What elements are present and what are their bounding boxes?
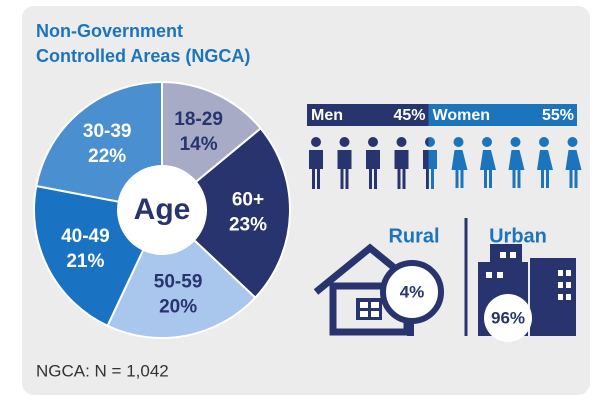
person-body: [508, 150, 525, 188]
person-head: [428, 137, 435, 147]
title: Controlled Areas (NGCA): [36, 46, 250, 66]
slice-category: 60+: [232, 190, 264, 211]
person-head: [567, 137, 578, 147]
person-head: [539, 137, 549, 147]
urban-circle: [484, 294, 532, 342]
gender-bar: [307, 104, 429, 126]
building-windows: [486, 252, 571, 300]
person-body: [337, 150, 352, 189]
person-body: [565, 150, 582, 188]
slice-category: 40-49: [61, 226, 110, 247]
person-icons: [309, 137, 429, 189]
person-body: [423, 150, 429, 189]
gender-value: 55%: [542, 107, 574, 124]
person-head: [453, 137, 464, 147]
slice-value: 20%: [159, 296, 197, 317]
slice-category: 30-39: [83, 121, 132, 142]
gender-value: 45%: [393, 107, 425, 124]
person-icons: [428, 137, 582, 189]
gender-name: Men: [311, 107, 343, 124]
footnote: NGCA: N = 1,042: [36, 361, 169, 380]
person-body: [480, 150, 496, 188]
pie-slice: [160, 127, 291, 300]
person-head: [482, 137, 492, 147]
window: [360, 311, 368, 317]
location-name: Urban: [489, 225, 547, 247]
person-head: [368, 137, 378, 147]
location-value: 96%: [491, 308, 525, 327]
pie-slice: [106, 208, 257, 339]
gender-name: Women: [433, 107, 490, 124]
slice-value: 22%: [88, 146, 126, 167]
person-head: [339, 137, 350, 147]
person-body: [428, 150, 437, 189]
person-head: [425, 137, 429, 147]
slice-category: 50-59: [154, 271, 203, 292]
person-body: [451, 150, 468, 188]
person-body: [309, 150, 323, 189]
title: Non-Government: [36, 21, 183, 41]
person-body: [537, 150, 553, 188]
window: [371, 302, 379, 308]
person-head: [396, 137, 407, 147]
window: [371, 311, 379, 317]
tree-icon: [380, 260, 444, 324]
person-body: [394, 150, 409, 189]
person-head: [311, 137, 321, 147]
location-name: Rural: [388, 225, 439, 247]
pie-center: [117, 165, 207, 255]
person-head: [510, 137, 521, 147]
slice-category: 18-29: [174, 109, 223, 130]
gender-bar: [428, 104, 577, 126]
slice-value: 14%: [180, 134, 218, 155]
window: [360, 302, 368, 308]
person-body: [366, 150, 380, 189]
slice-value: 23%: [229, 215, 267, 236]
slice-value: 21%: [66, 251, 104, 272]
center-label: Age: [134, 193, 191, 226]
location-value: 4%: [400, 282, 425, 301]
